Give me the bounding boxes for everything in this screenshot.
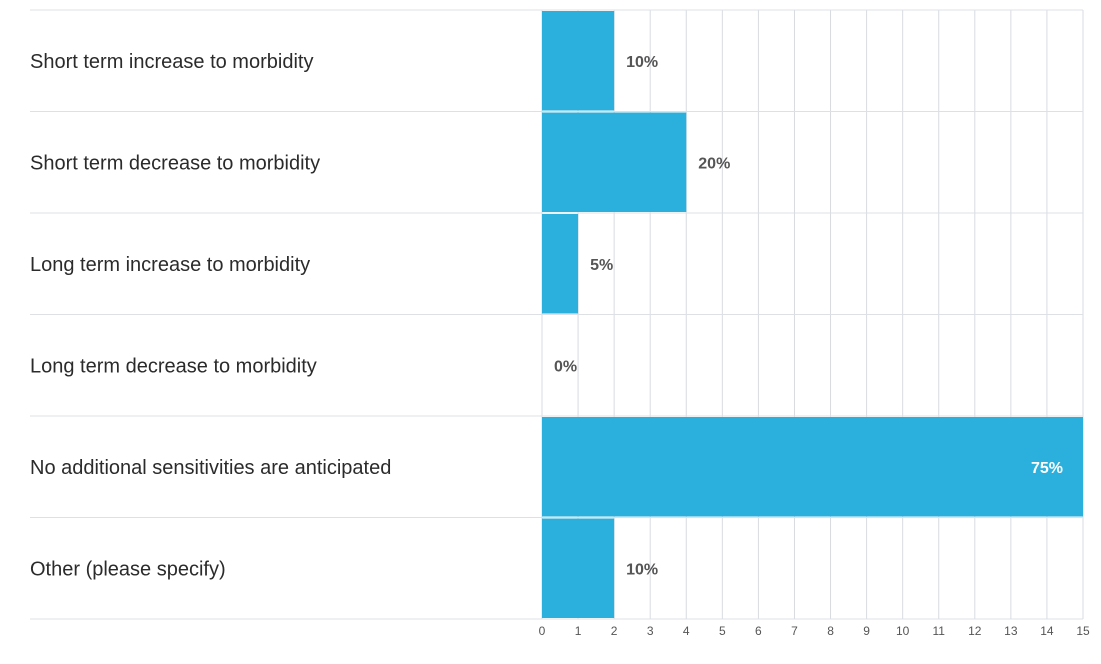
category-label: Long term increase to morbidity bbox=[30, 254, 310, 276]
category-label: Long term decrease to morbidity bbox=[30, 355, 317, 377]
value-labels: 10% 20% 5% 0% 75% 10% bbox=[554, 54, 1063, 579]
x-tick-label: 1 bbox=[575, 624, 582, 638]
x-tick-label: 7 bbox=[791, 624, 798, 638]
value-label: 10% bbox=[626, 54, 658, 71]
bar bbox=[542, 417, 1083, 517]
category-labels: Short term increase to morbidity Short te… bbox=[30, 51, 391, 581]
value-label: 0% bbox=[554, 358, 577, 375]
x-tick-label: 5 bbox=[719, 624, 726, 638]
category-label: Other (please specify) bbox=[30, 558, 226, 580]
bar bbox=[542, 112, 687, 212]
x-tick-label: 8 bbox=[827, 624, 834, 638]
x-tick-label: 11 bbox=[932, 624, 945, 638]
x-tick-label: 10 bbox=[896, 624, 910, 638]
x-tick-label: 2 bbox=[611, 624, 618, 638]
x-tick-label: 0 bbox=[539, 624, 546, 638]
category-label: Short term decrease to morbidity bbox=[30, 152, 320, 174]
x-tick-label: 3 bbox=[647, 624, 654, 638]
x-axis-tick-labels: 0 1 2 3 4 5 6 7 8 9 10 11 12 13 14 15 bbox=[539, 624, 1090, 638]
bar bbox=[542, 518, 615, 618]
x-tick-label: 15 bbox=[1076, 624, 1090, 638]
value-label: 20% bbox=[698, 155, 730, 172]
x-tick-label: 14 bbox=[1040, 624, 1054, 638]
x-tick-label: 13 bbox=[1004, 624, 1018, 638]
row-separators bbox=[30, 9, 1083, 620]
bar bbox=[542, 11, 615, 111]
value-label: 10% bbox=[626, 561, 658, 578]
x-tick-label: 4 bbox=[683, 624, 690, 638]
bars bbox=[542, 11, 1083, 618]
value-label: 75% bbox=[1031, 460, 1063, 477]
category-label: Short term increase to morbidity bbox=[30, 51, 313, 73]
value-label: 5% bbox=[590, 257, 613, 274]
x-tick-label: 9 bbox=[863, 624, 870, 638]
bar bbox=[542, 214, 579, 314]
x-tick-label: 6 bbox=[755, 624, 762, 638]
x-tick-label: 12 bbox=[968, 624, 982, 638]
category-label: No additional sensitivities are anticipa… bbox=[30, 457, 391, 479]
